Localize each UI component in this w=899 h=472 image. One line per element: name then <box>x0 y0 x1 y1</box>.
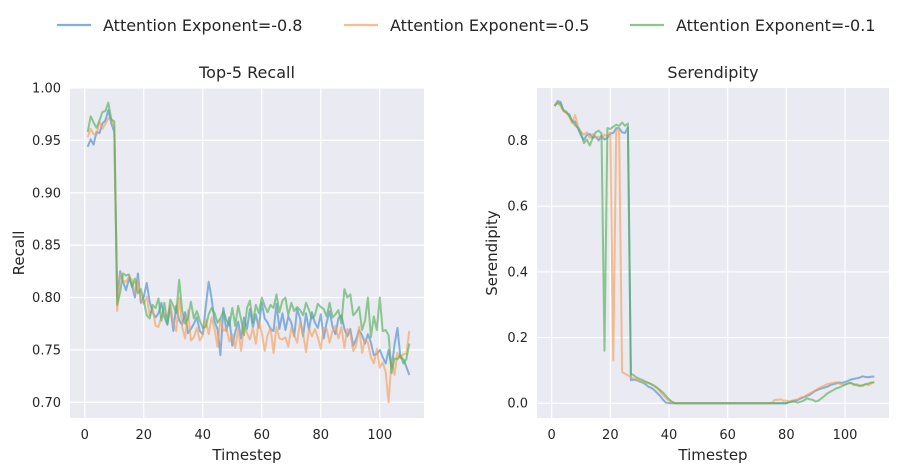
legend-entry-label: Attention Exponent=-0.1 <box>676 16 875 35</box>
y-tick-label: 0.85 <box>32 239 61 254</box>
x-axis-label: Timestep <box>677 446 747 464</box>
y-tick-label: 0.6 <box>507 200 528 215</box>
x-tick-label: 0 <box>548 428 556 443</box>
serendipity-panel: 0 20 40 60 80 100 0.0 0.2 0.4 0.6 0.8 Serendipity Ti… <box>483 63 889 464</box>
y-axis-label: Recall <box>10 231 28 276</box>
legend-entry-label: Attention Exponent=-0.5 <box>390 16 589 35</box>
y-tick-label: 0.95 <box>32 134 61 149</box>
x-tick-label: 20 <box>135 428 152 443</box>
x-tick-label: 100 <box>367 428 392 443</box>
chart-title: Top-5 Recall <box>198 63 295 82</box>
y-tick-label: 0.75 <box>32 343 61 358</box>
x-tick-label: 60 <box>719 428 736 443</box>
legend: Attention Exponent=-0.8 Attention Exponen… <box>57 16 875 35</box>
y-tick-label: 0.8 <box>507 134 528 149</box>
recall-panel: 0 20 40 60 80 100 0.70 0.75 0.80 0.85 0.90 0.95 1.00… <box>10 63 424 464</box>
y-tick-label: 0.0 <box>507 397 528 412</box>
plot-background <box>537 88 889 418</box>
y-tick-label: 0.4 <box>507 265 528 280</box>
y-axis-label: Serendipity <box>483 210 501 296</box>
x-tick-label: 20 <box>602 428 619 443</box>
series-line-3 <box>553 102 875 405</box>
y-tick-label: 0.90 <box>32 186 61 201</box>
x-tick-label: 80 <box>778 428 795 443</box>
x-axis-label: Timestep <box>211 446 281 464</box>
chart-title: Serendipity <box>667 63 758 82</box>
x-tick-label: 100 <box>833 428 858 443</box>
x-tick-label: 80 <box>312 428 329 443</box>
x-tick-label: 60 <box>253 428 270 443</box>
y-tick-label: 0.80 <box>32 291 61 306</box>
x-tick-label: 40 <box>194 428 211 443</box>
y-tick-label: 0.2 <box>507 331 528 346</box>
y-tick-label: 0.70 <box>32 396 61 411</box>
x-tick-label: 0 <box>81 428 89 443</box>
x-tick-label: 40 <box>661 428 678 443</box>
plot-background <box>70 88 424 418</box>
series-line-3 <box>86 101 411 374</box>
series-line-2 <box>86 117 411 404</box>
y-tick-label: 1.00 <box>32 82 61 97</box>
legend-entry-label: Attention Exponent=-0.8 <box>103 16 302 35</box>
